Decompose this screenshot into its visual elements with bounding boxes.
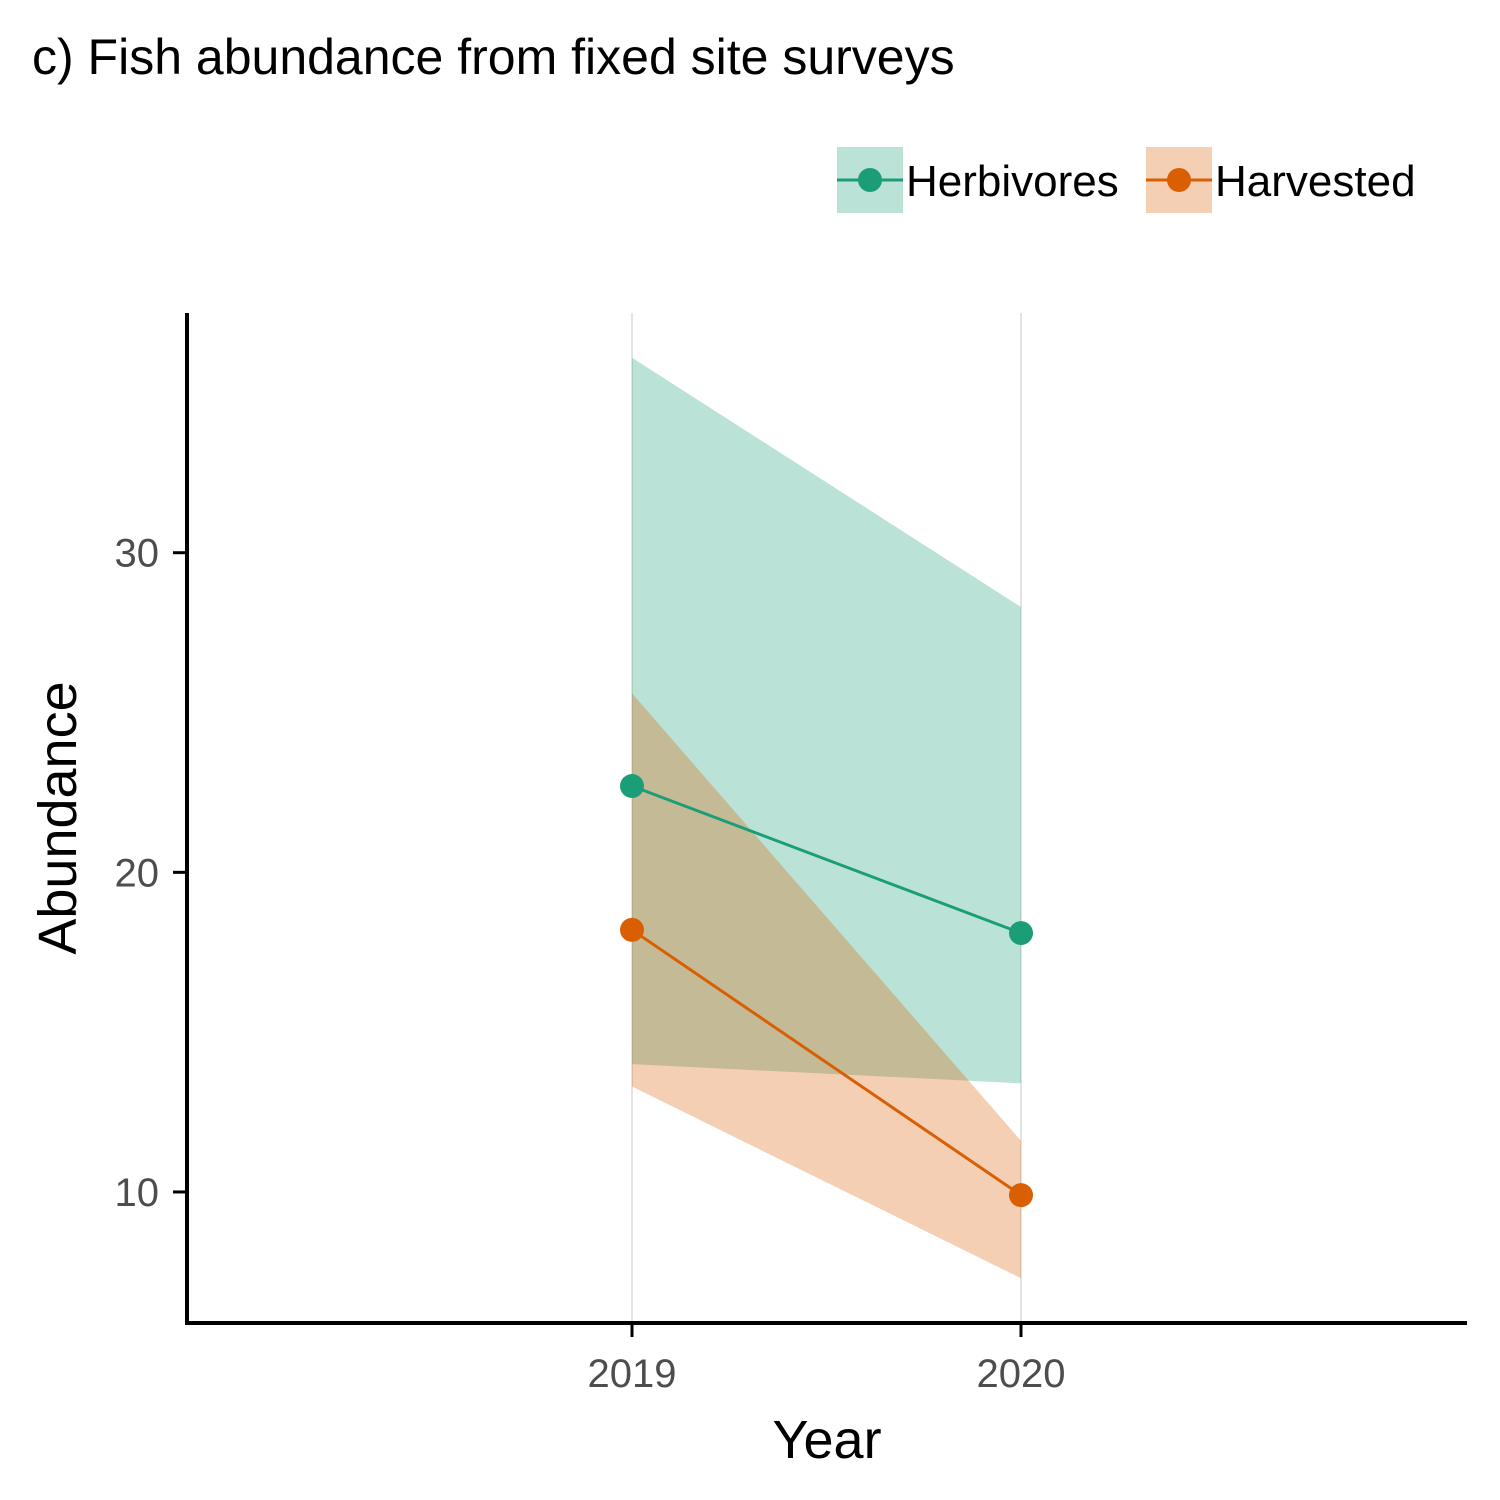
point-harvested-2019	[620, 917, 644, 942]
point-herbivores-2019	[620, 774, 644, 799]
gridlines	[631, 313, 1022, 1323]
legend-point-harvested	[1167, 168, 1191, 192]
band-herbivores	[632, 357, 1021, 1084]
y-axis-title: Abundance	[28, 681, 88, 954]
legend-point-herbivores	[858, 168, 882, 192]
legend: Herbivores Harvested	[837, 147, 1416, 213]
x-axis-title: Year	[772, 1410, 881, 1470]
series-lines	[631, 784, 1022, 1197]
axis-titles: Year Abundance	[28, 681, 882, 1470]
legend-item-herbivores: Herbivores	[837, 147, 1119, 213]
confidence-bands	[632, 357, 1021, 1279]
x-tick-label-2020: 2020	[977, 1352, 1066, 1396]
band-harvested	[632, 693, 1021, 1279]
line-herbivores	[631, 784, 1022, 935]
y-tick-label-10: 10	[115, 1171, 160, 1215]
y-tick-label-30: 30	[115, 532, 160, 576]
legend-label-harvested: Harvested	[1215, 157, 1416, 206]
legend-label-herbivores: Herbivores	[906, 157, 1119, 206]
point-harvested-2020	[1009, 1183, 1033, 1208]
y-tick-label-20: 20	[115, 851, 160, 895]
legend-item-harvested: Harvested	[1146, 147, 1416, 213]
x-tick-label-2019: 2019	[588, 1352, 677, 1396]
line-harvested	[631, 928, 1022, 1197]
axes	[173, 313, 1467, 1337]
chart-title: c) Fish abundance from fixed site survey…	[32, 29, 955, 85]
tick-labels: 10 20 30 2019 2020	[115, 532, 1066, 1396]
series-points	[620, 774, 1033, 1208]
point-herbivores-2020	[1009, 921, 1033, 946]
